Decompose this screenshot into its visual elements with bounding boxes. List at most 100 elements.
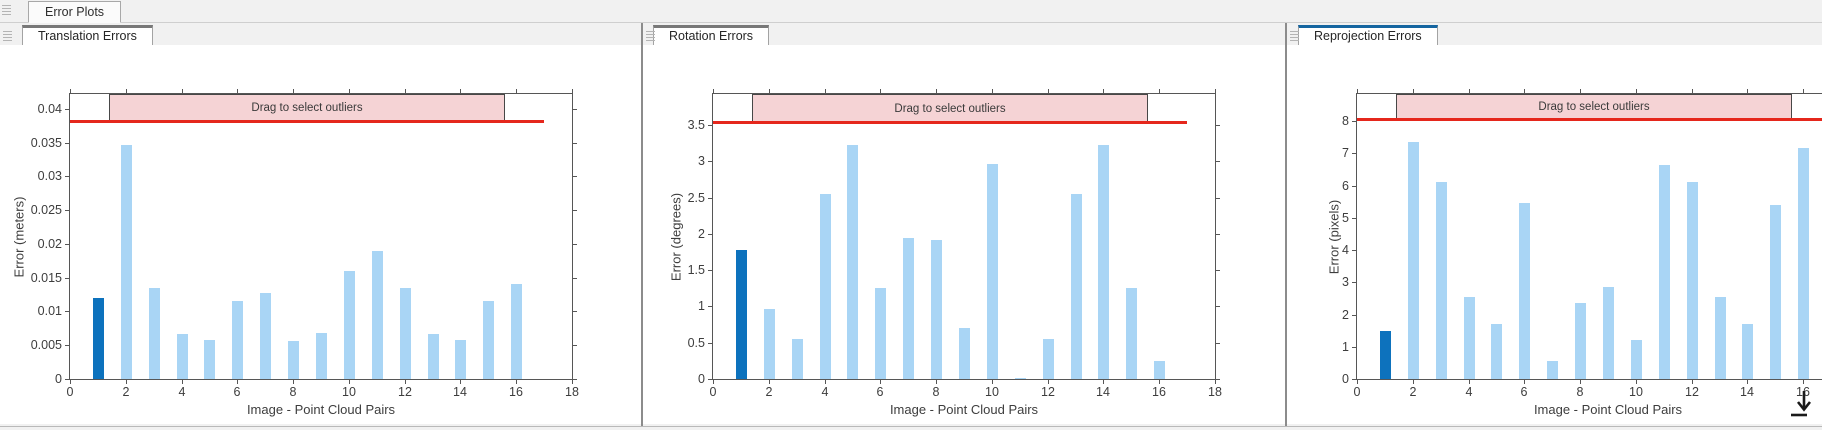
- highlighted-bar[interactable]: [1380, 331, 1391, 379]
- y-tick-label: 0.03: [37, 169, 62, 183]
- y-tick: [708, 125, 712, 126]
- bar[interactable]: [987, 164, 998, 379]
- tab-translation-errors[interactable]: Translation Errors: [22, 25, 153, 45]
- bar[interactable]: [1519, 203, 1530, 379]
- bar[interactable]: [121, 145, 132, 379]
- bar[interactable]: [1491, 324, 1502, 379]
- bar[interactable]: [1098, 145, 1109, 379]
- bar[interactable]: [288, 341, 299, 379]
- x-tick-label: 4: [178, 385, 186, 399]
- threshold-line[interactable]: [1357, 118, 1822, 121]
- bar[interactable]: [1015, 378, 1026, 379]
- tab-error-plots[interactable]: Error Plots: [28, 1, 122, 23]
- y-tick-label: 3: [698, 154, 705, 168]
- bar[interactable]: [1631, 340, 1642, 379]
- x-tick-label: 2: [1409, 385, 1417, 399]
- x-tick-label: 16: [509, 385, 523, 399]
- bar[interactable]: [1436, 182, 1447, 379]
- x-axis-label: Image - Point Cloud Pairs: [889, 402, 1039, 417]
- dock-grip-icon[interactable]: [646, 31, 655, 41]
- x-tick-label: 2: [765, 385, 773, 399]
- x-tick: [70, 89, 71, 93]
- y-tick: [65, 345, 69, 346]
- dock-grip-icon[interactable]: [1290, 31, 1299, 41]
- outlier-overlay[interactable]: Drag to select outliers: [752, 94, 1148, 123]
- bar[interactable]: [1043, 339, 1054, 379]
- highlighted-bar[interactable]: [93, 298, 104, 379]
- bar[interactable]: [1575, 303, 1586, 379]
- bar[interactable]: [204, 340, 215, 379]
- bar[interactable]: [483, 301, 494, 379]
- tab-reprojection-errors[interactable]: Reprojection Errors: [1298, 25, 1438, 45]
- bar[interactable]: [1603, 287, 1614, 379]
- bar[interactable]: [1126, 288, 1137, 379]
- bar[interactable]: [792, 339, 803, 379]
- bar[interactable]: [1154, 361, 1165, 379]
- y-tick: [1216, 306, 1220, 307]
- y-tick-label: 5: [1342, 211, 1349, 225]
- x-tick: [516, 380, 517, 384]
- y-tick-label: 0.015: [30, 271, 62, 285]
- y-tick-label: 0: [55, 372, 62, 386]
- bar[interactable]: [875, 288, 886, 379]
- x-tick: [126, 380, 127, 384]
- bar[interactable]: [1715, 297, 1726, 379]
- x-tick: [1357, 89, 1358, 93]
- bar[interactable]: [232, 301, 243, 379]
- x-tick: [1692, 89, 1693, 93]
- export-figure-icon[interactable]: [1788, 388, 1816, 420]
- x-tick-label: 4: [1465, 385, 1473, 399]
- bar[interactable]: [316, 333, 327, 379]
- highlighted-bar[interactable]: [736, 250, 747, 379]
- dock-grip-icon[interactable]: [2, 5, 11, 15]
- y-tick-label: 1.5: [687, 263, 705, 277]
- y-tick: [573, 143, 577, 144]
- bar[interactable]: [428, 334, 439, 379]
- y-tick: [1352, 250, 1356, 251]
- y-tick: [1216, 379, 1220, 380]
- bar[interactable]: [455, 340, 466, 379]
- y-tick-label: 0: [1342, 372, 1349, 386]
- bar[interactable]: [1687, 182, 1698, 379]
- bar[interactable]: [1547, 361, 1558, 379]
- bar[interactable]: [959, 328, 970, 379]
- bar[interactable]: [1770, 205, 1781, 379]
- bar[interactable]: [820, 194, 831, 379]
- y-tick: [573, 379, 577, 380]
- x-tick: [460, 89, 461, 93]
- bar[interactable]: [1464, 297, 1475, 379]
- y-tick-label: 0.02: [37, 237, 62, 251]
- bar[interactable]: [149, 288, 160, 379]
- bar[interactable]: [511, 284, 522, 379]
- outlier-overlay[interactable]: Drag to select outliers: [109, 94, 505, 122]
- bar[interactable]: [764, 309, 775, 379]
- bar[interactable]: [1659, 165, 1670, 379]
- bar[interactable]: [931, 240, 942, 379]
- bar[interactable]: [400, 288, 411, 379]
- threshold-line[interactable]: [713, 121, 1187, 124]
- bar[interactable]: [372, 251, 383, 379]
- bar[interactable]: [847, 145, 858, 379]
- tab-rotation-errors[interactable]: Rotation Errors: [653, 25, 770, 45]
- bar[interactable]: [903, 238, 914, 379]
- x-tick: [1636, 89, 1637, 93]
- x-tick: [237, 89, 238, 93]
- bar[interactable]: [1408, 142, 1419, 379]
- y-tick-label: 1: [1342, 340, 1349, 354]
- bar[interactable]: [1798, 148, 1809, 379]
- x-tick-label: 14: [453, 385, 467, 399]
- x-tick-label: 10: [1629, 385, 1643, 399]
- x-tick: [293, 89, 294, 93]
- x-tick: [992, 380, 993, 384]
- bar[interactable]: [177, 334, 188, 379]
- x-tick: [516, 89, 517, 93]
- bar[interactable]: [1742, 324, 1753, 379]
- y-tick: [1216, 343, 1220, 344]
- bar[interactable]: [344, 271, 355, 379]
- threshold-line[interactable]: [70, 120, 544, 123]
- outlier-overlay[interactable]: Drag to select outliers: [1396, 94, 1792, 120]
- dock-grip-icon[interactable]: [3, 31, 12, 41]
- bar[interactable]: [260, 293, 271, 379]
- bar[interactable]: [1071, 194, 1082, 379]
- outlier-overlay-label: Drag to select outliers: [1538, 101, 1650, 113]
